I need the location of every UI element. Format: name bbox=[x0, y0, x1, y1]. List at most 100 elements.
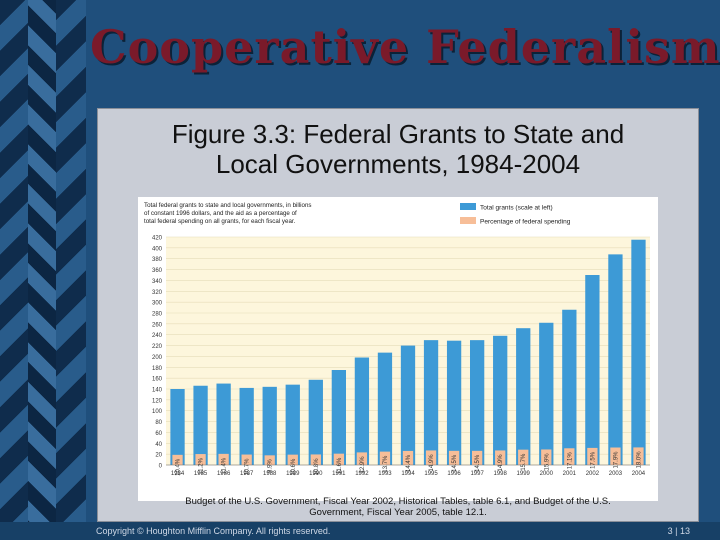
percentage-label: 14.9% bbox=[498, 454, 504, 472]
x-tick-label: 1990 bbox=[309, 471, 323, 477]
x-tick-label: 2003 bbox=[609, 471, 623, 477]
chart-annotation: total federal spending on all grants, fo… bbox=[144, 218, 296, 225]
bar-total-grants bbox=[516, 328, 531, 465]
bar-total-grants bbox=[262, 386, 277, 465]
percentage-label: 15.9% bbox=[544, 453, 550, 471]
bar-total-grants bbox=[446, 340, 462, 465]
x-tick-label: 1987 bbox=[240, 471, 254, 477]
percentage-label: 11.2% bbox=[199, 457, 205, 474]
bar-total-grants bbox=[631, 239, 646, 465]
y-tick-label: 220 bbox=[152, 344, 163, 350]
percentage-label: 11.6% bbox=[337, 457, 343, 474]
decorative-border-inner bbox=[28, 0, 56, 540]
caption-line1: Budget of the U.S. Government, Fiscal Ye… bbox=[185, 496, 611, 507]
bar-total-grants bbox=[423, 340, 439, 465]
percentage-label: 14.5% bbox=[475, 454, 481, 472]
x-tick-label: 2004 bbox=[632, 471, 646, 477]
bar-percentage bbox=[241, 454, 252, 465]
x-tick-label: 1989 bbox=[286, 471, 300, 477]
percentage-label: 10.7% bbox=[245, 458, 251, 476]
x-tick-label: 1986 bbox=[217, 471, 231, 477]
y-tick-label: 280 bbox=[152, 312, 163, 318]
y-tick-label: 160 bbox=[152, 377, 163, 383]
y-tick-label: 0 bbox=[159, 464, 163, 470]
y-tick-label: 240 bbox=[152, 333, 163, 339]
bar-percentage bbox=[379, 451, 391, 465]
legend-swatch bbox=[460, 203, 476, 210]
percentage-label: 14.4% bbox=[406, 454, 412, 472]
y-tick-label: 320 bbox=[152, 290, 163, 296]
x-tick-label: 1991 bbox=[332, 471, 346, 477]
bar-total-grants bbox=[377, 352, 393, 465]
x-tick-label: 1992 bbox=[355, 471, 369, 477]
bar-percentage bbox=[587, 447, 598, 465]
figure-title: Figure 3.3: Federal Grants to State and … bbox=[98, 119, 698, 179]
bar-percentage bbox=[518, 449, 529, 465]
bar-percentage bbox=[287, 454, 298, 465]
percentage-label: 11.4% bbox=[222, 457, 228, 474]
percentage-label: 10.4% bbox=[176, 458, 182, 476]
bar-percentage bbox=[425, 450, 437, 465]
chart-area: 0 20 40 60 80 100 120 140 160 180 200 220 240 260 280 3… bbox=[138, 197, 658, 501]
bar-percentage bbox=[333, 453, 345, 465]
x-tick-label: 1988 bbox=[263, 471, 277, 477]
x-tick-label: 1994 bbox=[401, 471, 415, 477]
x-tick-label: 1999 bbox=[517, 471, 531, 477]
bar-total-grants bbox=[493, 335, 508, 465]
source-caption: Budget of the U.S. Government, Fiscal Ye… bbox=[112, 496, 684, 518]
bar-percentage bbox=[564, 448, 575, 465]
bar-total-grants bbox=[331, 370, 347, 465]
bar-total-grants bbox=[239, 387, 254, 465]
percentage-label: 10.6% bbox=[291, 458, 297, 476]
x-tick-label: 1984 bbox=[171, 471, 185, 477]
x-tick-label: 1985 bbox=[194, 471, 208, 477]
bar-total-grants bbox=[285, 384, 300, 465]
x-tick-label: 1998 bbox=[494, 471, 508, 477]
x-tick-label: 2001 bbox=[563, 471, 577, 477]
bar-percentage bbox=[541, 449, 552, 465]
y-tick-label: 400 bbox=[152, 246, 163, 252]
percentage-label: 9.9% bbox=[268, 459, 274, 473]
bar-percentage bbox=[172, 454, 183, 465]
percentage-label: 14.5% bbox=[452, 454, 458, 472]
bar-percentage bbox=[610, 447, 621, 465]
percentage-label: 17.9% bbox=[613, 451, 619, 469]
x-tick-label: 1995 bbox=[424, 471, 438, 477]
bar-total-grants bbox=[216, 383, 231, 465]
slide-title: Cooperative Federalism bbox=[90, 20, 720, 74]
y-tick-label: 100 bbox=[152, 409, 163, 415]
caption-line2: Government, Fiscal Year 2005, table 12.1… bbox=[309, 507, 487, 518]
y-tick-label: 60 bbox=[155, 431, 162, 437]
bar-total-grants bbox=[608, 254, 623, 465]
figure-title-line1: Figure 3.3: Federal Grants to State and bbox=[171, 119, 625, 149]
x-tick-label: 1997 bbox=[470, 471, 484, 477]
page-number: 3 | 13 bbox=[667, 526, 690, 536]
y-tick-label: 360 bbox=[152, 268, 163, 274]
bar-percentage bbox=[495, 450, 506, 465]
bar-percentage bbox=[264, 455, 275, 465]
copyright-text: Copyright © Houghton Mifflin Company. Al… bbox=[96, 526, 331, 536]
figure-title-line2: Local Governments, 1984-2004 bbox=[215, 149, 581, 179]
bar-percentage bbox=[195, 454, 206, 465]
y-tick-label: 420 bbox=[152, 236, 163, 242]
slide-footer: Copyright © Houghton Mifflin Company. Al… bbox=[0, 522, 720, 540]
figure-panel: Figure 3.3: Federal Grants to State and … bbox=[97, 108, 699, 522]
bar-total-grants bbox=[193, 385, 208, 465]
bar-percentage bbox=[448, 450, 460, 465]
bar-total-grants bbox=[469, 340, 485, 465]
y-tick-label: 260 bbox=[152, 322, 163, 328]
percentage-label: 10.8% bbox=[314, 458, 320, 476]
legend-swatch bbox=[460, 217, 476, 224]
bar-total-grants bbox=[308, 379, 323, 465]
percentage-label: 12.9% bbox=[360, 456, 366, 474]
y-tick-label: 40 bbox=[155, 442, 162, 448]
percentage-label: 17.5% bbox=[590, 451, 596, 469]
x-tick-label: 1996 bbox=[447, 471, 461, 477]
percentage-label: 15.7% bbox=[521, 453, 527, 471]
y-tick-label: 380 bbox=[152, 257, 163, 263]
y-tick-label: 140 bbox=[152, 388, 163, 394]
x-tick-label: 1993 bbox=[378, 471, 392, 477]
chart-annotation: Total federal grants to state and local … bbox=[144, 202, 312, 209]
percentage-label: 14.9% bbox=[429, 454, 435, 472]
bar-total-grants bbox=[562, 309, 577, 465]
